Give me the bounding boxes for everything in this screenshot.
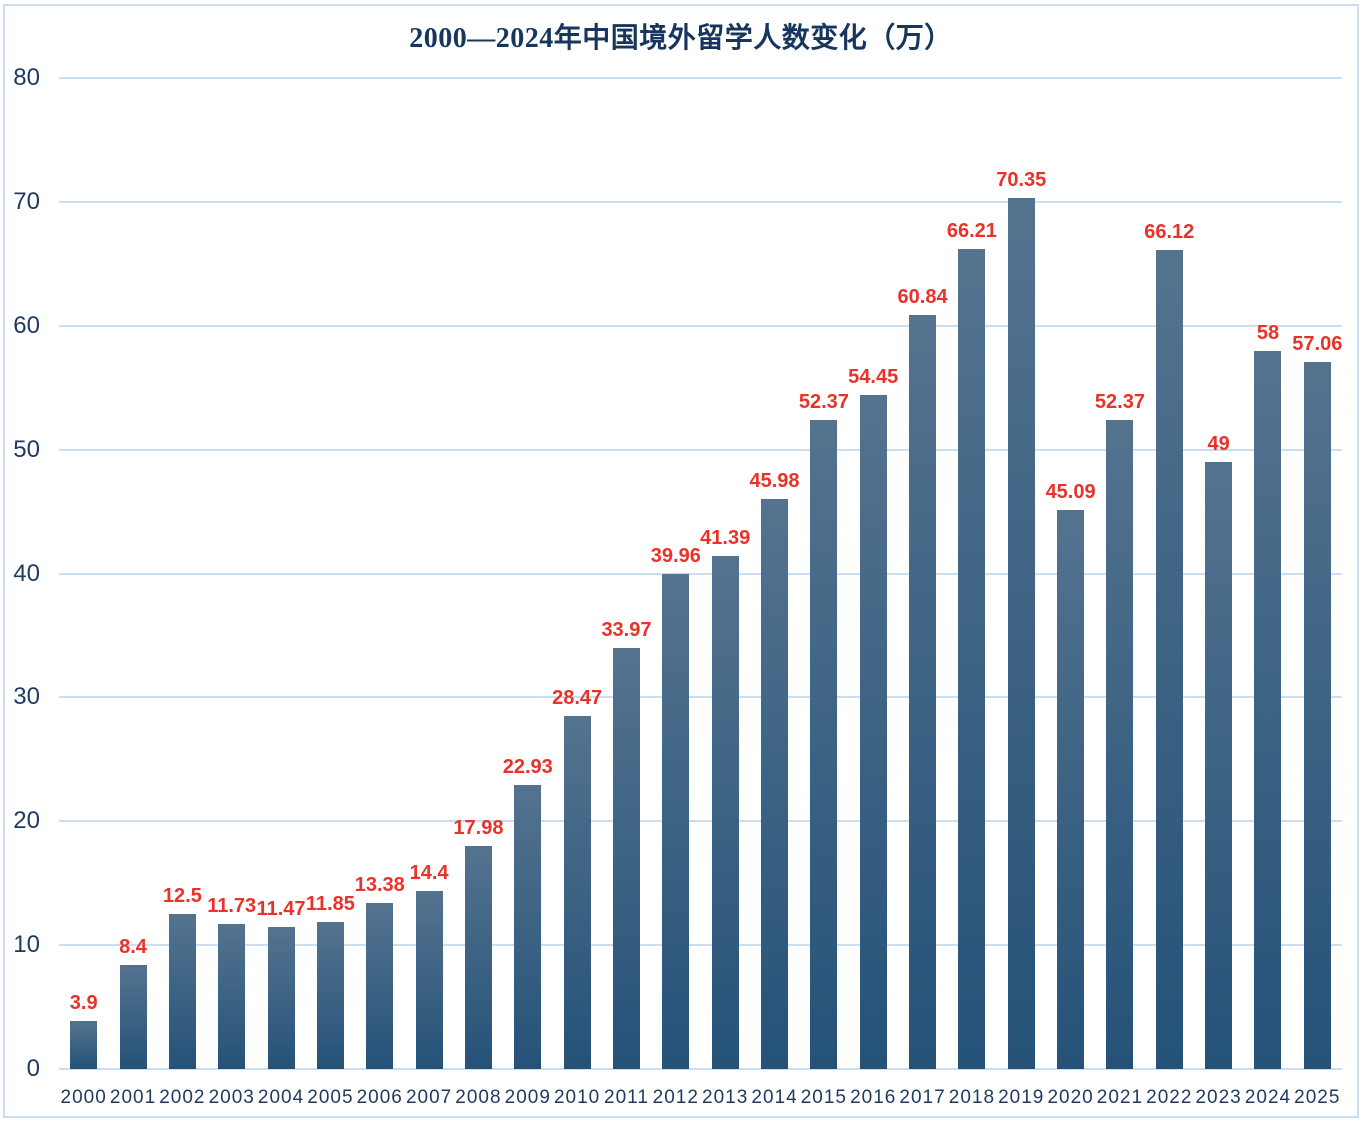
y-tick-label-20: 20 bbox=[13, 807, 40, 835]
bar-2001 bbox=[119, 964, 147, 1069]
gridline-30 bbox=[59, 696, 1342, 699]
x-tick-label-2024: 2024 bbox=[1244, 1087, 1292, 1108]
gridline-70 bbox=[59, 200, 1342, 203]
gridline-40 bbox=[59, 572, 1342, 575]
bar-value-label-2006: 13.38 bbox=[354, 874, 405, 897]
bar-value-label-2025: 57.06 bbox=[1292, 333, 1343, 356]
y-tick-label-70: 70 bbox=[13, 187, 40, 215]
y-tick-label-80: 80 bbox=[13, 64, 40, 91]
bar-2011 bbox=[612, 648, 640, 1069]
chart-title: 2000—2024年中国境外留学人数变化（万） bbox=[409, 23, 953, 54]
y-tick-label-40: 40 bbox=[13, 559, 40, 587]
x-tick-label-2008: 2008 bbox=[455, 1087, 502, 1108]
bar-value-label-2004: 11.47 bbox=[256, 897, 306, 920]
bar-2023 bbox=[1205, 462, 1233, 1069]
bar-2025 bbox=[1303, 362, 1331, 1069]
x-tick-label-2010: 2010 bbox=[553, 1087, 601, 1108]
bar-2021 bbox=[1106, 420, 1134, 1069]
x-tick-label-2002: 2002 bbox=[159, 1087, 206, 1108]
bar-2022 bbox=[1155, 249, 1183, 1069]
x-tick-label-2023: 2023 bbox=[1195, 1087, 1242, 1108]
bar-2007 bbox=[415, 890, 443, 1069]
x-tick-label-2009: 2009 bbox=[504, 1087, 551, 1108]
bar-2000 bbox=[70, 1020, 98, 1069]
bar-2014 bbox=[761, 499, 789, 1069]
plot-area: 3.9 8.4 12.5 11.73 11.47 11.85 13.38 14.4 17.98 2… bbox=[59, 77, 1343, 1070]
x-tick-label-2001: 2001 bbox=[109, 1087, 157, 1108]
x-tick-label-2014: 2014 bbox=[751, 1087, 798, 1108]
bar-value-label-2012: 39.96 bbox=[650, 545, 701, 567]
bar-2002 bbox=[168, 914, 196, 1069]
bar-value-label-2017: 60.84 bbox=[897, 286, 948, 309]
x-tick-label-2012: 2012 bbox=[652, 1087, 699, 1108]
bar-value-label-2000: 3.9 bbox=[69, 991, 98, 1014]
x-tick-label-2020: 2020 bbox=[1047, 1087, 1094, 1108]
bar-value-label-2011: 33.97 bbox=[601, 619, 652, 642]
gridline-50 bbox=[59, 448, 1342, 451]
x-tick-label-2016: 2016 bbox=[850, 1087, 897, 1108]
x-tick-label-2025: 2025 bbox=[1294, 1087, 1341, 1108]
bar-2008 bbox=[464, 846, 492, 1069]
gridline-0 bbox=[59, 1068, 1342, 1070]
bar-2004 bbox=[267, 926, 295, 1069]
gridline-10 bbox=[59, 944, 1342, 947]
y-tick-label-0: 0 bbox=[26, 1055, 40, 1082]
x-tick-label-2000: 2000 bbox=[60, 1087, 107, 1108]
bar-value-label-2003: 11.73 bbox=[207, 894, 257, 917]
bar-2016 bbox=[859, 394, 887, 1069]
y-tick-label-10: 10 bbox=[13, 931, 40, 959]
bar-value-label-2015: 52.37 bbox=[798, 391, 849, 414]
bar-2019 bbox=[1007, 197, 1035, 1069]
bar-2006 bbox=[366, 903, 394, 1069]
bar-value-label-2018: 66.21 bbox=[946, 219, 997, 242]
x-tick-label-2004: 2004 bbox=[257, 1087, 305, 1108]
bar-2018 bbox=[958, 248, 986, 1069]
x-tick-label-2019: 2019 bbox=[998, 1087, 1045, 1108]
bar-2010 bbox=[563, 716, 591, 1069]
x-tick-label-2021: 2021 bbox=[1096, 1087, 1144, 1108]
bar-2009 bbox=[514, 784, 542, 1069]
gridline-60 bbox=[59, 324, 1342, 327]
bar-value-label-2007: 14.4 bbox=[409, 861, 449, 884]
x-tick-label-2022: 2022 bbox=[1146, 1087, 1193, 1108]
bar-value-label-2005: 11.85 bbox=[305, 893, 355, 916]
bar-2015 bbox=[810, 420, 838, 1069]
bar-value-label-2009: 22.93 bbox=[502, 755, 553, 778]
bar-value-label-2016: 54.45 bbox=[848, 365, 899, 388]
bar-2013 bbox=[711, 556, 739, 1069]
bar-value-label-2010: 28.47 bbox=[552, 687, 603, 710]
gridline-80 bbox=[59, 77, 1342, 79]
y-tick-label-50: 50 bbox=[13, 435, 40, 463]
y-tick-label-60: 60 bbox=[13, 311, 40, 339]
bar-value-label-2020: 45.09 bbox=[1045, 481, 1096, 504]
bar-value-label-2013: 41.39 bbox=[700, 527, 751, 550]
gridline-20 bbox=[59, 820, 1342, 823]
bar-value-label-2024: 58 bbox=[1256, 321, 1280, 344]
bar-value-label-2021: 52.37 bbox=[1094, 391, 1145, 414]
bar-2024 bbox=[1254, 350, 1282, 1069]
bar-value-label-2008: 17.98 bbox=[453, 817, 504, 840]
y-tick-label-30: 30 bbox=[13, 683, 40, 711]
x-tick-label-2011: 2011 bbox=[604, 1087, 649, 1108]
bar-value-label-2014: 45.98 bbox=[749, 470, 800, 493]
bar-2005 bbox=[316, 922, 344, 1069]
bar-2012 bbox=[662, 574, 690, 1069]
bar-value-label-2001: 8.4 bbox=[119, 935, 147, 958]
bar-2020 bbox=[1057, 510, 1085, 1069]
x-tick-label-2003: 2003 bbox=[208, 1087, 255, 1108]
x-tick-label-2015: 2015 bbox=[800, 1087, 847, 1108]
bar-value-label-2002: 12.5 bbox=[162, 885, 202, 908]
bar-value-label-2022: 66.12 bbox=[1144, 220, 1195, 243]
bar-2017 bbox=[909, 315, 937, 1069]
x-tick-label-2006: 2006 bbox=[356, 1087, 403, 1108]
x-tick-label-2017: 2017 bbox=[899, 1087, 946, 1108]
x-tick-label-2013: 2013 bbox=[702, 1087, 749, 1108]
bar-2003 bbox=[218, 923, 246, 1069]
x-tick-label-2005: 2005 bbox=[307, 1087, 354, 1108]
x-tick-label-2018: 2018 bbox=[948, 1087, 996, 1108]
bar-value-label-2023: 49 bbox=[1207, 433, 1230, 456]
x-tick-label-2007: 2007 bbox=[405, 1087, 453, 1108]
bar-value-label-2019: 70.35 bbox=[996, 168, 1047, 191]
